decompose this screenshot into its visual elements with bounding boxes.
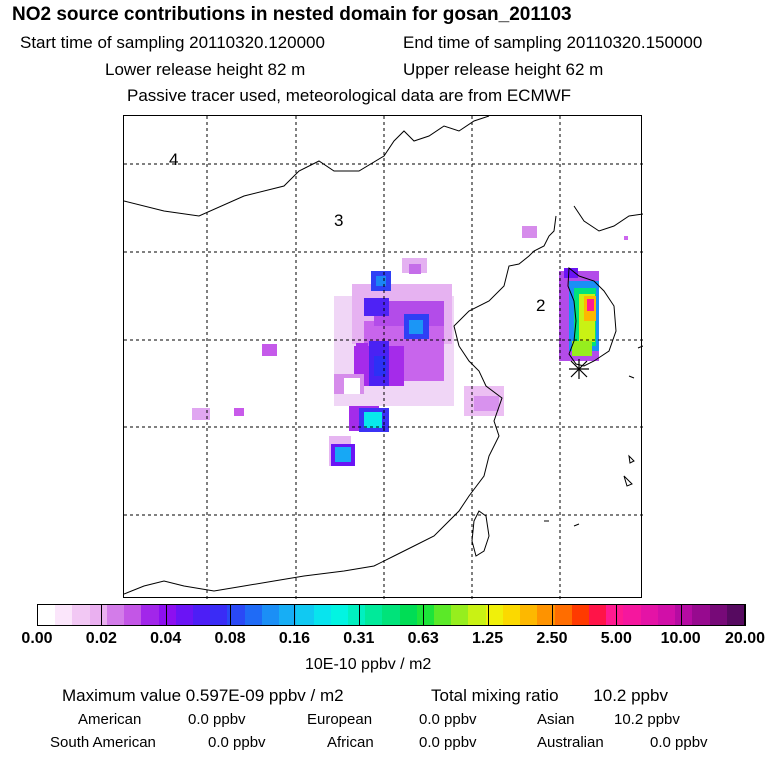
concentration-plume xyxy=(192,226,628,466)
colorbar-cell xyxy=(640,605,658,625)
colorbar-cell xyxy=(416,605,435,625)
colorbar-cell xyxy=(106,605,125,625)
upper-release-height: Upper release height 62 m xyxy=(403,60,604,79)
colorbar-cell xyxy=(726,605,744,625)
colorbar-tick-line xyxy=(294,604,296,626)
stat-australian-label: Australian xyxy=(537,734,604,751)
colorbar-tick-label: 10.00 xyxy=(660,630,701,647)
stat-south-american-label: South American xyxy=(50,734,156,751)
colorbar-tick-line xyxy=(745,604,746,626)
colorbar-tick-line xyxy=(101,604,103,626)
colorbar-tick-line xyxy=(487,604,489,626)
colorbar-cell xyxy=(192,605,211,625)
colorbar-cell xyxy=(313,605,331,625)
station-marker-icon xyxy=(569,359,589,379)
stat-asian-value: 10.2 ppbv xyxy=(614,711,680,728)
total-mixing-ratio-label: Total mixing ratio xyxy=(431,686,559,705)
colorbar-tick-label: 5.00 xyxy=(600,630,632,647)
colorbar-cell xyxy=(589,605,607,625)
colorbar-tick-label: 0.04 xyxy=(150,630,182,647)
colorbar-cell xyxy=(261,605,280,625)
colorbar-cell xyxy=(347,605,366,625)
colorbar-cell xyxy=(537,605,555,625)
colorbar-cell xyxy=(606,605,624,625)
figure-title: NO2 source contributions in nested domai… xyxy=(12,4,572,25)
colorbar-cell xyxy=(520,605,538,625)
colorbar-cell xyxy=(227,605,245,625)
colorbar-cell xyxy=(485,605,503,625)
colorbar-cell xyxy=(692,605,710,625)
colorbar-tick-line xyxy=(358,604,360,626)
colorbar-tick-line xyxy=(423,604,425,626)
colorbar-cell xyxy=(502,605,521,625)
colorbar-cell xyxy=(365,605,383,625)
stat-south-american-value: 0.0 ppbv xyxy=(208,734,266,751)
map-panel: 4 3 2 xyxy=(123,115,643,599)
colorbar-tick-line xyxy=(165,604,167,626)
colorbar-cell xyxy=(451,605,469,625)
colorbar-tick-label: 20.00 xyxy=(724,630,766,647)
colorbar-cell xyxy=(38,605,56,625)
colorbar-cell xyxy=(709,605,727,625)
colorbar-cell xyxy=(468,605,486,625)
stat-european-label: European xyxy=(307,711,373,728)
stat-asian-label: Asian xyxy=(537,711,575,728)
colorbar-cell xyxy=(210,605,228,625)
colorbar-cell xyxy=(279,605,297,625)
colorbar-cell xyxy=(623,605,641,625)
colorbar-tick-label: 2.50 xyxy=(536,630,568,647)
colorbar-cell xyxy=(434,605,452,625)
stat-american-value: 0.0 ppbv xyxy=(188,711,246,728)
colorbar-tick-line xyxy=(616,604,618,626)
colorbar-tick-line xyxy=(230,604,232,626)
colorbar-cell xyxy=(296,605,314,625)
region-label-3: 3 xyxy=(334,211,344,230)
graticule xyxy=(124,116,643,599)
model-note: Passive tracer used, meteorological data… xyxy=(127,86,572,105)
colorbar-tick-line xyxy=(37,604,38,626)
total-mixing-ratio-value: 10.2 ppbv xyxy=(593,686,668,705)
colorbar-tick-line xyxy=(551,604,553,626)
map-canvas xyxy=(124,116,643,599)
colorbar-cell xyxy=(158,605,176,625)
stat-australian-value: 0.0 ppbv xyxy=(650,734,708,751)
stat-european-value: 0.0 ppbv xyxy=(419,711,477,728)
colorbar-cell xyxy=(89,605,107,625)
region-label-2: 2 xyxy=(536,296,546,315)
colorbar-cell xyxy=(657,605,676,625)
colorbar-cell xyxy=(244,605,262,625)
colorbar-tick-label: 0.63 xyxy=(407,630,439,647)
colorbar-cell xyxy=(141,605,159,625)
stat-african-label: African xyxy=(327,734,374,751)
maximum-value: Maximum value 0.597E-09 ppbv / m2 xyxy=(62,686,344,705)
total-mixing-ratio: Total mixing ratio 10.2 ppbv xyxy=(431,686,668,706)
stat-african-value: 0.0 ppbv xyxy=(419,734,477,751)
colorbar-tick-line xyxy=(680,604,682,626)
colorbar-cell xyxy=(330,605,348,625)
colorbar-tick-label: 0.00 xyxy=(21,630,53,647)
region-label-4: 4 xyxy=(169,150,179,169)
colorbar-tick-label: 0.08 xyxy=(214,630,246,647)
colorbar-cell xyxy=(55,605,73,625)
colorbar-tick-label: 0.02 xyxy=(85,630,117,647)
colorbar-cell xyxy=(571,605,589,625)
colorbar-cell xyxy=(175,605,193,625)
colorbar-tick-label: 0.31 xyxy=(343,630,375,647)
colorbar-cell xyxy=(124,605,142,625)
stat-american-label: American xyxy=(78,711,142,728)
colorbar-cell xyxy=(554,605,572,625)
colorbar-tick-label: 0.16 xyxy=(278,630,311,647)
colorbar-cell xyxy=(675,605,693,625)
lower-release-height: Lower release height 82 m xyxy=(105,60,306,79)
colorbar-cell xyxy=(72,605,90,625)
colorbar-tick-label: 1.25 xyxy=(471,630,504,647)
colorbar xyxy=(37,604,745,626)
colorbar-cell xyxy=(382,605,400,625)
end-time: End time of sampling 20110320.150000 xyxy=(403,33,703,52)
colorbar-units: 10E-10 ppbv / m2 xyxy=(305,656,432,673)
colorbar-cell xyxy=(399,605,417,625)
start-time: Start time of sampling 20110320.120000 xyxy=(20,33,325,52)
